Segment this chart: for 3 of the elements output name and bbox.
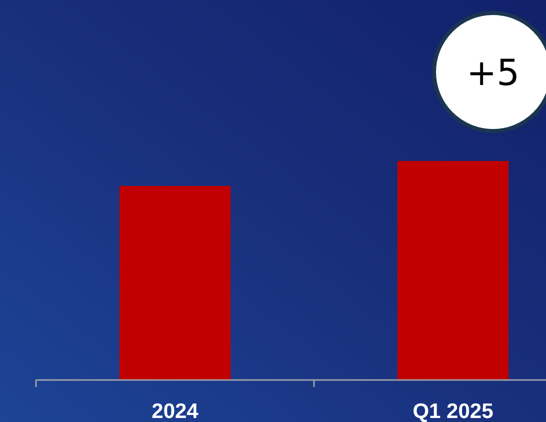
text: +5 — [466, 53, 520, 94]
x-tick-label: Q1 2025 — [412, 400, 494, 422]
x-tick-label: 2024 — [152, 400, 199, 422]
